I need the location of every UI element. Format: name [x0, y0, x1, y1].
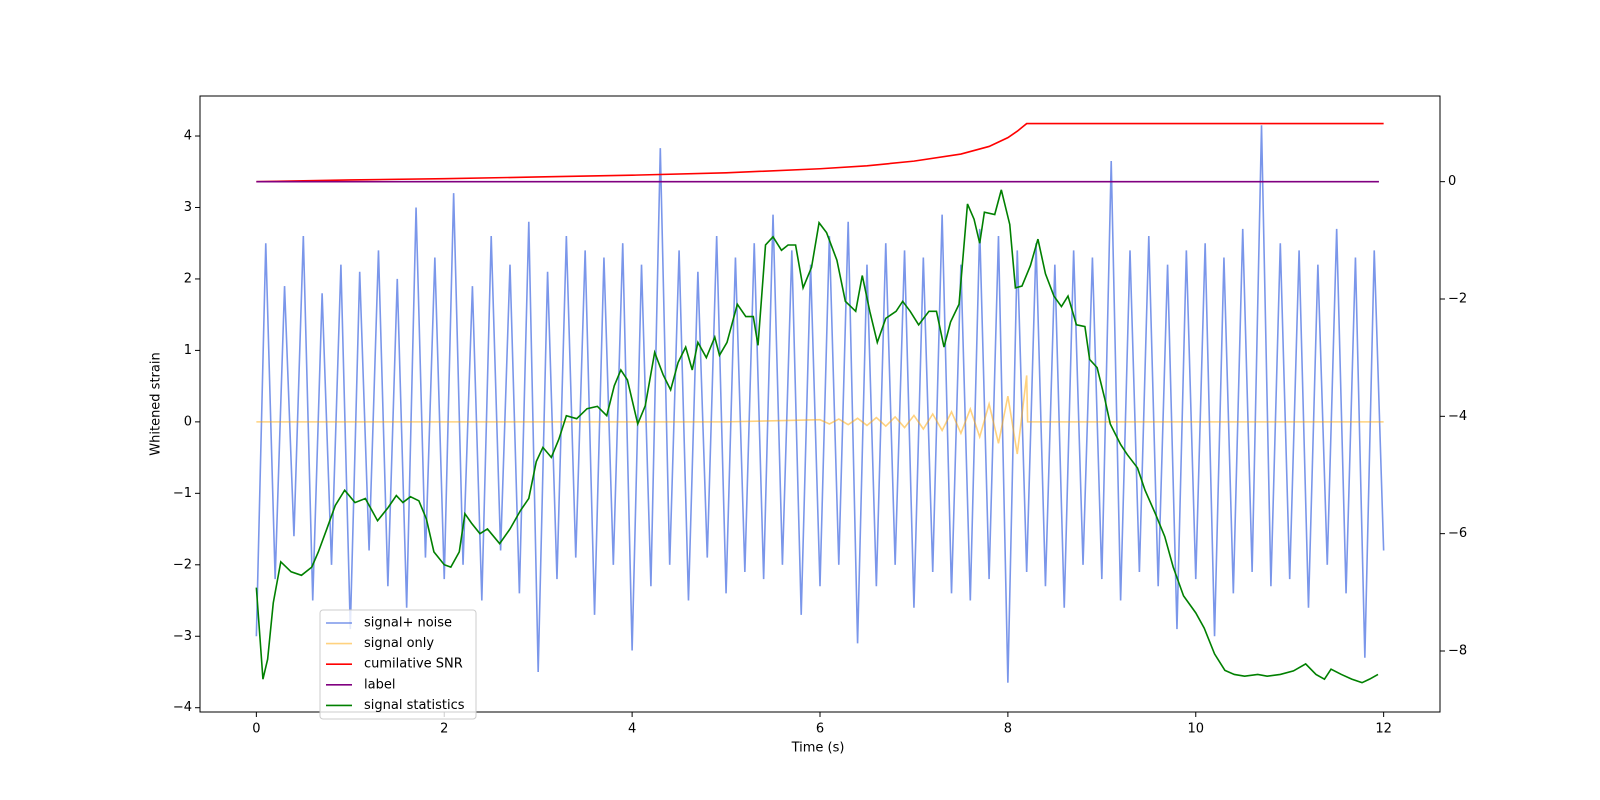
- y-tick-label: 1: [184, 343, 192, 358]
- y-tick-label: 3: [184, 200, 192, 215]
- plot-frame: [199, 95, 1441, 713]
- y-tick-label: −2: [173, 557, 192, 572]
- legend-label: cumilative SNR: [364, 657, 463, 672]
- x-tick-label: 10: [1187, 722, 1204, 737]
- series-line: [255, 125, 1385, 683]
- y-tick-label: 2: [184, 271, 192, 286]
- series-line: [255, 189, 1379, 684]
- y2-tick-label: −6: [1448, 526, 1467, 541]
- y-tick-label: 0: [184, 414, 192, 429]
- y-tick-label: −4: [173, 700, 192, 715]
- series-line: [256, 375, 1384, 455]
- x-tick-label: 12: [1375, 722, 1392, 737]
- legend-box: [319, 609, 477, 720]
- x-axis-label: Time (s): [791, 741, 845, 756]
- x-tick-label: 4: [628, 722, 636, 737]
- y2-tick-label: −2: [1448, 291, 1467, 306]
- legend-label: signal statistics: [364, 698, 465, 713]
- x-tick-label: 2: [440, 722, 448, 737]
- series-line: [256, 122, 1384, 183]
- x-tick-label: 8: [1004, 722, 1012, 737]
- x-tick-label: 6: [816, 722, 824, 737]
- y-tick-label: −1: [173, 486, 192, 501]
- y-tick-label: −3: [173, 629, 192, 644]
- y-tick-label: 4: [184, 129, 192, 144]
- legend-label: signal only: [364, 636, 434, 651]
- y-axis-label: Whitened strain: [149, 352, 164, 455]
- legend-label: signal+ noise: [364, 616, 452, 631]
- legend-label: label: [364, 677, 395, 692]
- y2-tick-label: −4: [1448, 409, 1467, 424]
- y2-tick-label: 0: [1448, 174, 1456, 189]
- y2-tick-label: −8: [1448, 643, 1467, 658]
- x-tick-label: 0: [252, 722, 260, 737]
